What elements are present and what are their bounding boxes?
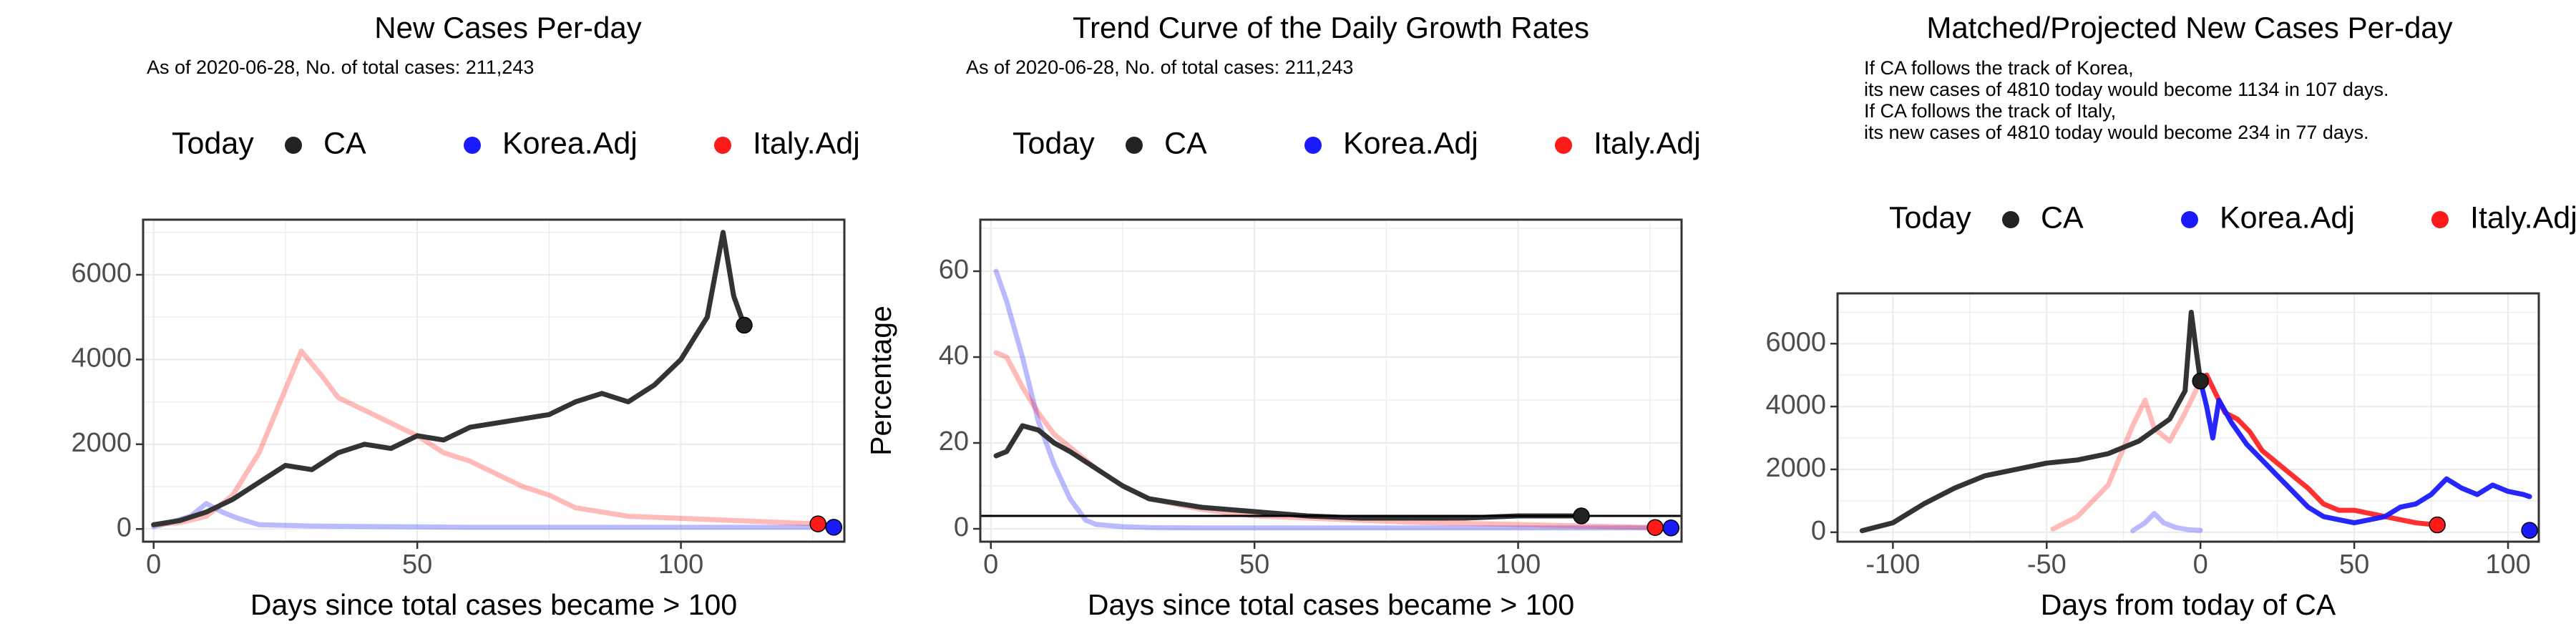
today-point-korea-adj	[2521, 522, 2538, 539]
annotation-line: its new cases of 4810 today would become…	[1864, 79, 2389, 100]
legend-key-italy-adj	[714, 137, 731, 154]
x-tick-label: 50	[1239, 550, 1269, 580]
legend-key-korea-adj	[2181, 211, 2198, 228]
legend-title: Today	[1013, 126, 1095, 160]
x-tick-label: 0	[146, 550, 161, 580]
chart-3: Matched/Projected New Cases Per-day If CA…	[1765, 11, 2576, 621]
legend-label: CA	[1164, 126, 1207, 160]
chart-2: Trend Curve of the Daily Growth Rates As …	[864, 11, 1701, 621]
panel-border	[979, 218, 1683, 543]
chart-title: Trend Curve of the Daily Growth Rates	[1073, 11, 1589, 44]
chart-title: New Cases Per-day	[374, 11, 641, 44]
x-tick-label: 100	[2485, 550, 2530, 580]
y-tick-label: 20	[939, 426, 969, 457]
legend-key-ca	[2002, 211, 2019, 228]
plot-panel	[980, 220, 1682, 542]
today-point-ca	[736, 316, 753, 334]
series-line-korea	[2197, 379, 2532, 526]
series-line-ca	[1859, 309, 2203, 534]
legend-key-italy-adj	[2431, 211, 2449, 228]
axes: 0 50 100 0 20 40 60 Days since total cases beca…	[864, 255, 1574, 621]
x-tick-label: -50	[2027, 550, 2067, 580]
series-line-korea	[993, 268, 1674, 531]
legend-key-ca	[285, 137, 302, 154]
legend-label: Korea.Adj	[1343, 126, 1478, 160]
x-tick-label: 50	[2339, 550, 2369, 580]
series-group	[151, 230, 831, 530]
x-tick-label: 50	[402, 550, 432, 580]
x-axis-label: Days since total cases became > 100	[1088, 588, 1574, 621]
legend-label: CA	[2041, 200, 2084, 235]
series-line-korea	[151, 501, 831, 530]
legend-key-korea-adj	[1304, 137, 1322, 154]
today-point-italy-adj	[1646, 519, 1664, 536]
y-tick-label: 0	[1811, 516, 1826, 546]
legend: Today CA Korea.Adj Italy.Adj	[172, 126, 860, 160]
legend-key-italy-adj	[1555, 137, 1572, 154]
y-tick-label: 6000	[1765, 327, 1826, 357]
chart-subtitle: As of 2020-06-28, No. of total cases: 21…	[147, 57, 534, 78]
today-point-ca	[2192, 372, 2209, 390]
y-tick-label: 2000	[71, 428, 132, 458]
today-point-italy-adj	[2429, 516, 2446, 534]
grid	[980, 220, 1682, 542]
axes: 0 50 100 0 2000 4000 6000 Days since total case…	[71, 258, 737, 621]
panel-border	[1836, 292, 2540, 543]
annotation-line: its new cases of 4810 today would become…	[1864, 122, 2368, 143]
panel-border	[142, 218, 846, 543]
today-point-ca	[1573, 507, 1590, 525]
grid	[143, 220, 844, 542]
annotation-line: If CA follows the track of Italy,	[1864, 100, 2116, 122]
series-line-ca	[993, 423, 1579, 521]
today-point-italy-adj	[809, 515, 826, 532]
y-axis-label: Percentage	[864, 306, 897, 456]
legend-title: Today	[172, 126, 254, 160]
legend-label: CA	[323, 126, 366, 160]
y-tick-label: 40	[939, 341, 969, 371]
y-tick-label: 6000	[71, 258, 132, 288]
legend-label: Korea.Adj	[502, 126, 638, 160]
x-tick-label: -100	[1865, 550, 1920, 580]
legend: Today CA Korea.Adj Italy.Adj	[1889, 200, 2576, 235]
legend-key-korea-adj	[464, 137, 481, 154]
today-point-korea-adj	[825, 519, 843, 536]
axes: -100 -50 0 50 100 0 2000 4000 6000 Days from toda…	[1765, 327, 2530, 621]
series-line-italy-faded	[2050, 379, 2203, 532]
grid	[1838, 293, 2539, 542]
series-line-korea-faded	[2130, 511, 2203, 534]
y-tick-label: 4000	[1765, 390, 1826, 420]
annotation-line: If CA follows the track of Korea,	[1864, 57, 2134, 79]
y-tick-label: 2000	[1765, 453, 1826, 483]
series-group	[993, 268, 1674, 531]
today-point-korea-adj	[1662, 519, 1680, 537]
x-tick-label: 0	[983, 550, 998, 580]
chart-1: New Cases Per-day As of 2020-06-28, No. o…	[71, 11, 859, 621]
y-tick-label: 0	[117, 512, 132, 542]
legend-key-ca	[1126, 137, 1143, 154]
chart-subtitle: As of 2020-06-28, No. of total cases: 21…	[966, 57, 1353, 78]
x-tick-label: 0	[2193, 550, 2208, 580]
x-tick-label: 100	[1496, 550, 1541, 580]
chart-title: Matched/Projected New Cases Per-day	[1926, 11, 2452, 44]
y-tick-label: 60	[939, 255, 969, 285]
x-axis-label: Days since total cases became > 100	[250, 588, 737, 621]
legend-label: Italy.Adj	[1594, 126, 1701, 160]
legend-title: Today	[1889, 200, 1971, 235]
plot-panel	[143, 220, 844, 542]
x-tick-label: 100	[658, 550, 703, 580]
series-line-ca	[151, 230, 747, 527]
y-tick-label: 4000	[71, 343, 132, 373]
x-axis-label: Days from today of CA	[2041, 588, 2336, 621]
legend: Today CA Korea.Adj Italy.Adj	[1013, 126, 1701, 160]
y-tick-label: 0	[954, 512, 969, 542]
legend-label: Italy.Adj	[753, 126, 860, 160]
series-group	[1859, 309, 2532, 534]
legend-label: Italy.Adj	[2470, 200, 2576, 235]
legend-label: Korea.Adj	[2220, 200, 2355, 235]
